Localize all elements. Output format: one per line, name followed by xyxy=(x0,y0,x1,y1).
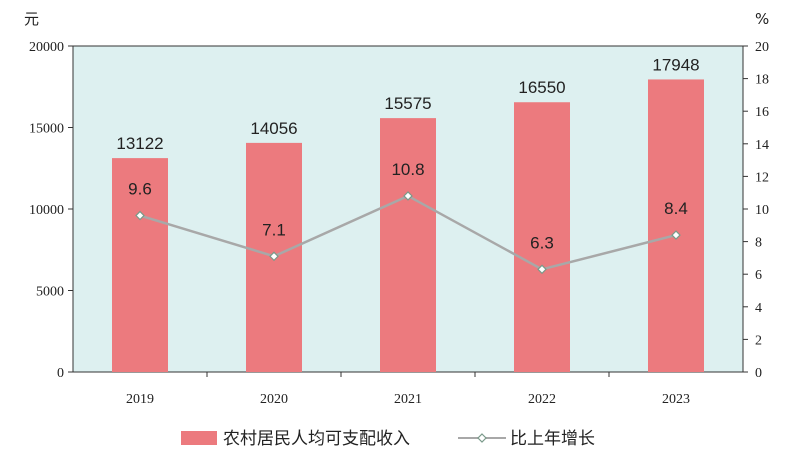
right-axis-unit: % xyxy=(755,10,769,28)
left-axis-tick-label: 20000 xyxy=(29,40,64,55)
left-axis-unit: 元 xyxy=(24,10,39,28)
legend-label-line: 比上年增长 xyxy=(510,429,595,449)
bar xyxy=(648,79,704,372)
bar-value-label: 17948 xyxy=(652,55,699,74)
x-axis-tick-label: 2022 xyxy=(528,392,556,407)
bar xyxy=(380,118,436,372)
growth-value-label: 8.4 xyxy=(664,199,688,218)
right-axis-tick-label: 10 xyxy=(755,203,769,218)
bar-value-label: 16550 xyxy=(518,78,565,97)
growth-point-marker xyxy=(537,264,547,275)
x-axis-tick-label: 2019 xyxy=(126,392,154,407)
right-axis-tick-label: 14 xyxy=(755,138,769,153)
right-axis-tick-label: 0 xyxy=(755,366,762,381)
right-axis-tick-label: 20 xyxy=(755,40,769,55)
growth-line-series: 9.6 7.1 10.8 6.3 8.4 xyxy=(128,160,688,275)
left-axis-tick-label: 5000 xyxy=(36,285,64,300)
right-axis-tick-label: 8 xyxy=(755,236,762,251)
x-axis-tick-label: 2023 xyxy=(662,392,690,407)
legend-label-bar: 农村居民人均可支配收入 xyxy=(223,429,410,449)
right-axis: 0 2 4 6 8 10 12 14 16 18 20 xyxy=(743,40,769,381)
left-axis-tick-label: 0 xyxy=(57,366,64,381)
bar xyxy=(514,102,570,373)
growth-point-marker xyxy=(403,191,413,201)
right-axis-tick-label: 6 xyxy=(755,268,762,283)
growth-point-marker xyxy=(269,251,279,262)
x-axis-tick-label: 2020 xyxy=(260,392,288,407)
legend-marker-diamond xyxy=(477,433,487,443)
bar-series: 13122 14056 15575 16550 17948 xyxy=(112,55,704,373)
bar xyxy=(112,158,168,372)
right-axis-tick-label: 4 xyxy=(755,301,762,316)
left-axis-tick-label: 15000 xyxy=(29,122,64,137)
x-axis-tick-label: 2021 xyxy=(394,392,422,407)
left-axis: 0 5000 10000 15000 20000 xyxy=(29,40,73,381)
legend-swatch-bar xyxy=(181,431,217,445)
left-axis-tick-label: 10000 xyxy=(29,203,64,218)
bar-value-label: 15575 xyxy=(384,94,431,113)
growth-value-label: 6.3 xyxy=(530,233,554,252)
growth-point-marker xyxy=(671,230,681,240)
growth-point-marker xyxy=(135,210,145,221)
bar-value-label: 14056 xyxy=(250,119,297,138)
right-axis-tick-label: 2 xyxy=(755,333,762,348)
growth-value-label: 10.8 xyxy=(391,160,424,179)
growth-value-label: 9.6 xyxy=(128,180,152,199)
x-axis: 2019 2020 2021 2022 2023 xyxy=(126,372,690,407)
growth-value-label: 7.1 xyxy=(262,220,286,239)
bar-value-label: 13122 xyxy=(116,134,163,153)
right-axis-tick-label: 12 xyxy=(755,170,769,185)
legend: 农村居民人均可支配收入 比上年增长 xyxy=(181,429,595,449)
right-axis-tick-label: 18 xyxy=(755,73,769,88)
right-axis-tick-label: 16 xyxy=(755,105,769,120)
